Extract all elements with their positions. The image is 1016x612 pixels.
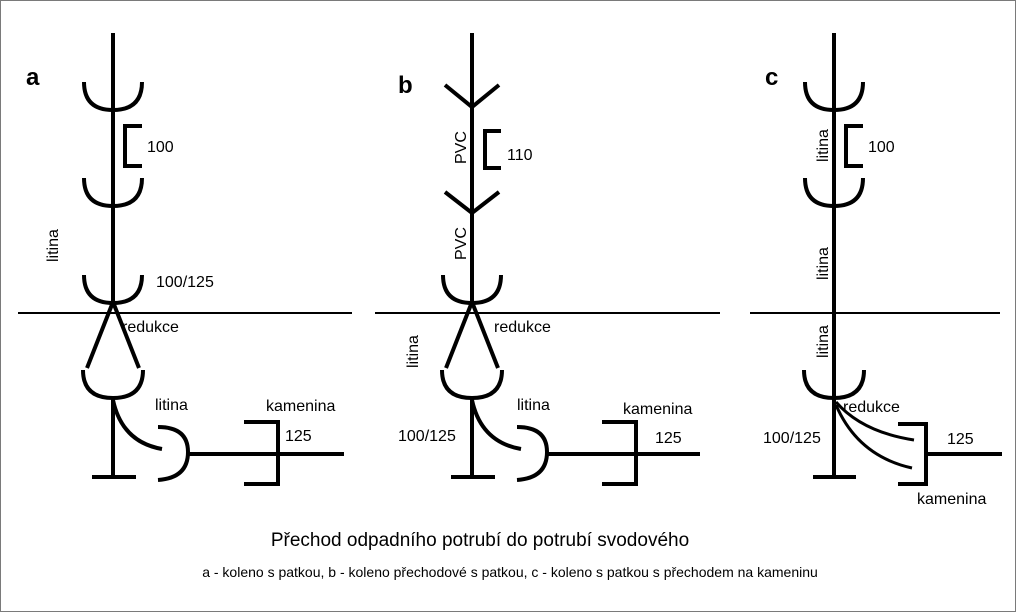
panel-b-letter: b xyxy=(398,72,413,99)
panel-c-stoneware-socket xyxy=(898,422,928,486)
panel-c: c 100 litina litina litina redukce 100/1… xyxy=(750,33,1002,508)
panel-b-material-elbow: litina xyxy=(517,397,550,414)
panel-c-socket-mid xyxy=(803,177,865,209)
panel-a-elbow-socket xyxy=(157,425,191,482)
panel-c-material-top: litina xyxy=(815,129,832,162)
panel-a-socket-lower xyxy=(81,369,145,401)
panel-c-dim-top: 100 xyxy=(868,139,895,156)
panel-a-dim-top: 100 xyxy=(147,139,174,156)
panel-c-elbow-curve-upper xyxy=(834,401,915,442)
panel-b-dim-stoneware: 125 xyxy=(655,430,682,447)
panel-a-stoneware-label: kamenina xyxy=(266,398,335,415)
caption-legend: a - koleno s patkou, b - koleno přechodo… xyxy=(202,564,818,580)
panel-c-elbow-curve-lower xyxy=(834,404,913,470)
panel-b-pvc-top: PVC xyxy=(453,131,470,164)
panel-a-elbow-curve xyxy=(111,399,163,451)
panel-b-dim-bottom: 100/125 xyxy=(398,428,456,445)
panel-c-dim-bracket xyxy=(844,124,863,168)
panel-c-letter: c xyxy=(765,64,778,91)
panel-c-dim-bottom: 100/125 xyxy=(763,430,821,447)
panel-a-material-elbow: litina xyxy=(155,397,188,414)
panel-b-socket-lower xyxy=(440,369,504,401)
panel-c-reduction-label: redukce xyxy=(843,399,900,416)
panel-c-material-mid: litina xyxy=(815,247,832,280)
panel-b-pvc-bottom: PVC xyxy=(453,227,470,260)
panel-c-socket-lower xyxy=(802,369,866,401)
panel-a-dim-bracket xyxy=(123,124,142,168)
panel-a-socket-top xyxy=(82,81,144,113)
panel-b-elbow-curve xyxy=(470,399,522,451)
panel-a: a 100 100/125 litina redukce litina kame… xyxy=(18,33,352,486)
panel-b-stoneware-label: kamenina xyxy=(623,401,692,418)
caption-title: Přechod odpadního potrubí do potrubí svo… xyxy=(271,530,689,551)
panel-a-letter: a xyxy=(26,64,40,91)
panel-a-dim-stoneware: 125 xyxy=(285,428,312,445)
panel-a-reduction-label: redukce xyxy=(122,319,179,336)
panel-b-material-vertical: litina xyxy=(405,335,422,368)
panel-c-dim-stoneware: 125 xyxy=(947,431,974,448)
panel-a-dim-mid: 100/125 xyxy=(156,274,214,291)
panel-b-dim-top: 110 xyxy=(507,147,533,164)
panel-b-reduction-cone xyxy=(444,301,500,369)
panel-b-pvc-socket-mid xyxy=(443,190,501,216)
panel-a-material-vertical: litina xyxy=(45,229,62,262)
panel-b-dim-bracket xyxy=(483,129,501,170)
panel-b: b 110 PVC PVC redukce litina litina 100/… xyxy=(375,33,720,486)
panel-b-reduction-label: redukce xyxy=(494,319,551,336)
panel-c-stoneware-label: kamenina xyxy=(917,491,986,508)
panel-b-elbow-socket xyxy=(516,425,550,482)
panel-b-pvc-socket-top xyxy=(443,83,501,110)
panel-c-material-low: litina xyxy=(815,325,832,358)
panel-a-socket-mid xyxy=(82,177,144,209)
panel-a-reduction-cone xyxy=(85,301,141,369)
panel-c-socket-top xyxy=(803,81,865,113)
